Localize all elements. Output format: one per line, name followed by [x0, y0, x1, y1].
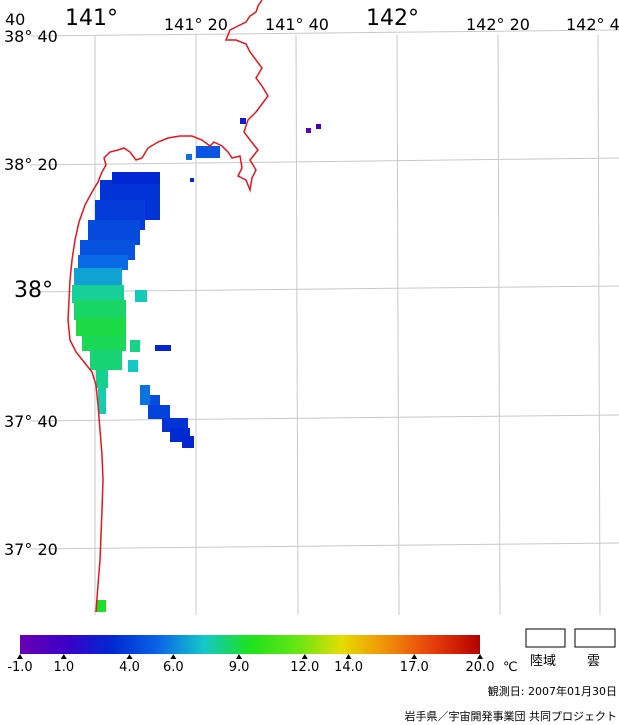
parallel-line	[29, 542, 619, 550]
colorbar-tick-mark	[126, 654, 133, 659]
colorbar-ticks: -1.0 1.0 4.0 6.0 9.0 12.0 14.0 17.0 20.0	[7, 654, 494, 675]
colorbar-tick-mark	[170, 654, 177, 659]
observation-date: 観測日: 2007年01月30日	[488, 684, 617, 698]
colorbar-tick-label: 1.0	[53, 660, 74, 675]
left-coordinate-labels: 38° 40 38° 20 38° 37° 40 37° 20	[4, 27, 58, 559]
colorbar-tick-mark	[477, 654, 483, 659]
lon-label-partial-40: 40	[5, 10, 25, 29]
lon-label-142-20: 142° 20	[466, 15, 530, 34]
sst-pixel	[90, 350, 122, 370]
sst-pixel	[140, 385, 150, 405]
sst-pixel	[128, 360, 138, 372]
sst-data-pixels	[72, 118, 321, 612]
parallel-line	[29, 157, 619, 166]
sst-pixel	[98, 388, 106, 414]
parallel-line	[29, 29, 619, 37]
lon-label-141-20: 141° 20	[164, 15, 228, 34]
sst-pixel	[155, 345, 171, 351]
colorbar-tick-label: 20.0	[466, 660, 495, 675]
parallel-line	[29, 285, 619, 293]
legend-boxes: 陸域 雲	[525, 628, 616, 669]
meridian-line	[396, 34, 400, 616]
sst-pixel	[240, 118, 246, 124]
sst-pixel	[306, 128, 311, 133]
sst-pixel	[190, 178, 194, 182]
cloud-label: 雲	[587, 654, 600, 669]
meridian-line	[597, 34, 601, 616]
sst-pixel	[78, 255, 128, 270]
sst-pixel	[182, 436, 194, 448]
colorbar-tick-label: 12.0	[290, 660, 319, 675]
top-coordinate-labels: 40 141° 141° 20 141° 40 142° 142° 20 142…	[5, 6, 619, 34]
sst-pixel	[82, 336, 126, 351]
graticule-grid	[29, 29, 619, 616]
colorbar-tick-mark	[301, 654, 308, 659]
colorbar-tick-mark	[60, 654, 67, 659]
lon-label-142: 142°	[366, 6, 419, 31]
colorbar-tick-mark	[411, 654, 418, 659]
colorbar-tick-label: 9.0	[229, 660, 250, 675]
lon-label-141: 141°	[65, 6, 118, 31]
colorbar-tick-mark	[236, 654, 243, 659]
sst-pixel	[130, 340, 140, 352]
sst-pixel	[96, 370, 108, 388]
land-area-swatch	[525, 628, 566, 648]
meridian-line	[497, 34, 501, 616]
lat-label-38: 38°	[14, 278, 53, 303]
project-credit: 岩手県／宇宙開発事業団 共同プロジェクト	[405, 709, 618, 723]
temperature-colorbar: -1.0 1.0 4.0 6.0 9.0 12.0 14.0 17.0 20.0 ℃	[7, 635, 518, 675]
cloud-swatch	[574, 628, 616, 648]
sst-pixel	[74, 300, 126, 320]
sst-pixel	[316, 124, 321, 129]
lon-label-142-4: 142° 4	[566, 15, 619, 34]
lat-label-37-40: 37° 40	[4, 412, 58, 431]
colorbar-tick-label: 4.0	[119, 660, 140, 675]
lat-label-38-20: 38° 20	[4, 155, 58, 174]
land-area-label: 陸域	[530, 653, 556, 669]
sst-pixel	[135, 290, 147, 302]
lon-label-141-40: 141° 40	[265, 15, 329, 34]
sst-pixel	[112, 172, 160, 184]
lat-label-38-40: 38° 40	[4, 27, 58, 46]
parallel-line	[29, 414, 619, 422]
lat-label-37-20: 37° 20	[4, 540, 58, 559]
colorbar-tick-mark	[17, 654, 23, 659]
sst-pixel	[72, 285, 124, 303]
meridian-line	[295, 34, 299, 616]
temperature-unit: ℃	[503, 660, 518, 675]
colorbar-tick-label: 17.0	[400, 660, 429, 675]
sst-pixel	[76, 318, 126, 336]
sst-pixel	[196, 146, 220, 158]
coastline	[67, 0, 269, 613]
sst-pixel	[148, 405, 170, 419]
sst-pixel	[96, 600, 106, 612]
colorbar-tick-label: 6.0	[163, 660, 184, 675]
colorbar-tick-label: -1.0	[7, 660, 32, 675]
colorbar-tick-mark	[345, 654, 352, 659]
sst-pixel	[186, 154, 192, 160]
colorbar-gradient	[20, 635, 480, 654]
colorbar-tick-label: 14.0	[334, 660, 363, 675]
sst-pixel	[74, 268, 122, 288]
sst-pixel	[150, 395, 160, 407]
